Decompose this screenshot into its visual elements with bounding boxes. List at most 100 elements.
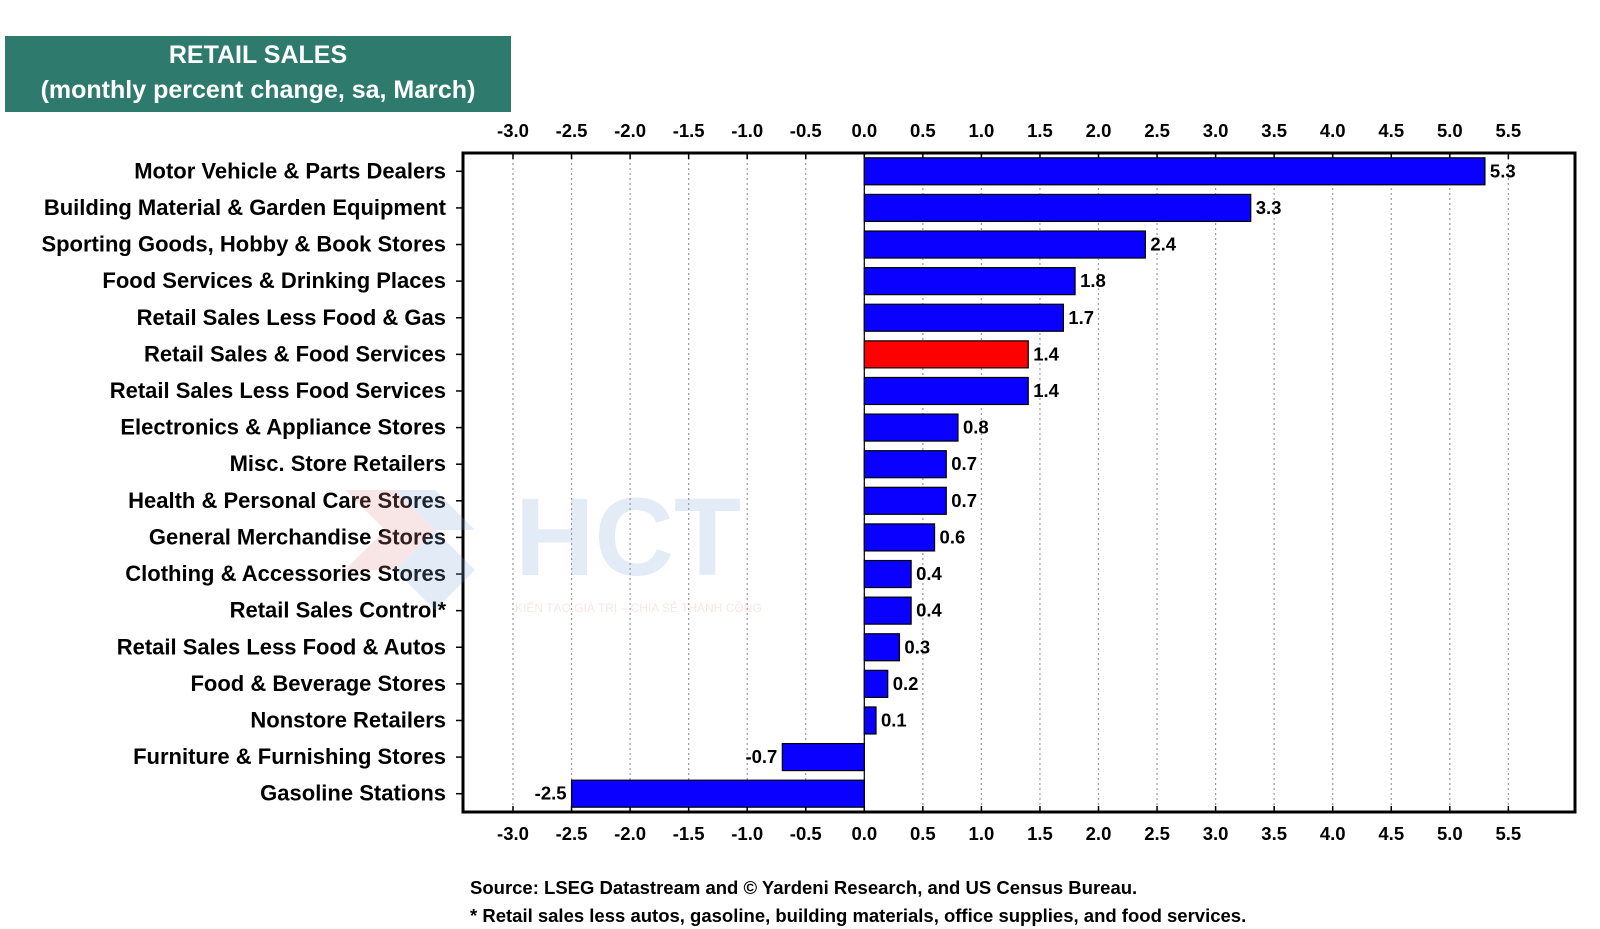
x-tick-label-top: 1.5 — [1027, 120, 1053, 141]
x-tick-label-bottom: 0.5 — [910, 823, 936, 844]
bar — [863, 633, 901, 662]
x-tick-label-bottom: -0.5 — [790, 823, 822, 844]
value-label: 0.7 — [951, 490, 977, 511]
x-tick-label-top: 3.0 — [1203, 120, 1229, 141]
x-tick-label-bottom: 1.0 — [969, 823, 995, 844]
bar — [863, 230, 1146, 259]
category-label: Clothing & Accessories Stores — [125, 561, 446, 586]
source-note: Source: LSEG Datastream and © Yardeni Re… — [470, 877, 1138, 898]
value-label: 1.7 — [1068, 307, 1094, 328]
category-label: Retail Sales Control* — [230, 598, 447, 623]
x-tick-label-top: 5.5 — [1495, 120, 1521, 141]
value-label: 1.4 — [1033, 380, 1059, 401]
watermark-logo: HCT KIẾN TẠO GIÁ TRỊ – CHIA SẺ THÀNH CÔN… — [345, 480, 762, 615]
value-label: 0.2 — [893, 673, 919, 694]
category-label: Retail Sales & Food Services — [144, 341, 446, 366]
chart-title: RETAIL SALES — [168, 41, 348, 69]
x-tick-label-top: 0.5 — [910, 120, 936, 141]
value-label: 0.1 — [881, 709, 907, 730]
category-label: Electronics & Appliance Stores — [120, 415, 446, 440]
x-tick-label-bottom: 4.0 — [1320, 823, 1346, 844]
bar — [863, 376, 1029, 406]
value-label: 0.3 — [904, 636, 930, 657]
x-tick-label-bottom: -2.0 — [614, 823, 646, 844]
value-label: 3.3 — [1256, 197, 1282, 218]
value-label: 1.8 — [1080, 270, 1106, 291]
x-tick-label-top: -2.0 — [614, 120, 646, 141]
x-tick-label-top: -3.0 — [497, 120, 529, 141]
x-tick-label-bottom: 5.5 — [1495, 823, 1521, 844]
x-tick-label-bottom: 3.5 — [1261, 823, 1287, 844]
bar — [863, 157, 1486, 186]
x-tick-label-bottom: 2.0 — [1086, 823, 1112, 844]
bar — [781, 742, 865, 772]
x-tick-label-top: -2.5 — [556, 120, 588, 141]
category-label: General Merchandise Stores — [149, 524, 446, 549]
category-label: Gasoline Stations — [260, 781, 446, 806]
bar — [863, 596, 912, 625]
x-tick-label-top: -1.0 — [731, 120, 763, 141]
x-tick-label-bottom: 5.0 — [1437, 823, 1463, 844]
x-tick-label-bottom: -2.5 — [556, 823, 588, 844]
x-tick-label-top: 3.5 — [1261, 120, 1287, 141]
category-label: Health & Personal Care Stores — [128, 488, 446, 513]
value-label: 2.4 — [1150, 234, 1176, 255]
x-tick-label-top: 5.0 — [1437, 120, 1463, 141]
bar — [863, 193, 1252, 223]
bar — [863, 267, 1076, 296]
x-tick-label-bottom: 0.0 — [851, 823, 877, 844]
watermark-text: HCT — [515, 480, 741, 599]
value-label: 5.3 — [1490, 160, 1516, 181]
chart-title-box: RETAIL SALES (monthly percent change, sa… — [5, 36, 511, 112]
plot-border — [461, 151, 1577, 814]
x-tick-label-top: 4.5 — [1378, 120, 1404, 141]
category-label: Building Material & Garden Equipment — [44, 195, 447, 220]
x-tick-label-bottom: 2.5 — [1144, 823, 1170, 844]
bar — [863, 559, 912, 589]
x-tick-label-top: 1.0 — [969, 120, 995, 141]
category-label: Nonstore Retailers — [250, 707, 446, 732]
x-tick-label-bottom: -1.5 — [673, 823, 705, 844]
value-label: 0.6 — [940, 526, 966, 547]
x-tick-label-bottom: -1.0 — [731, 823, 763, 844]
category-label: Food & Beverage Stores — [190, 671, 446, 696]
category-label: Retail Sales Less Food & Gas — [137, 305, 446, 330]
bar — [863, 340, 1029, 369]
value-label: 0.4 — [916, 600, 942, 621]
bar — [863, 303, 1064, 332]
x-tick-label-top: 2.5 — [1144, 120, 1170, 141]
bar — [863, 523, 936, 552]
bar — [863, 486, 947, 515]
bar — [863, 450, 947, 479]
x-tick-label-bottom: 1.5 — [1027, 823, 1053, 844]
bar — [863, 706, 877, 735]
category-label: Retail Sales Less Food Services — [110, 378, 446, 403]
watermark-tagline: KIẾN TẠO GIÁ TRỊ – CHIA SẺ THÀNH CÔNG — [515, 600, 762, 615]
footnote: * Retail sales less autos, gasoline, bui… — [470, 905, 1247, 926]
value-label: 1.4 — [1033, 343, 1059, 364]
category-label: Food Services & Drinking Places — [102, 268, 446, 293]
category-label: Sporting Goods, Hobby & Book Stores — [41, 232, 446, 257]
category-label: Motor Vehicle & Parts Dealers — [134, 158, 446, 183]
category-label: Retail Sales Less Food & Autos — [117, 634, 446, 659]
x-tick-label-top: 4.0 — [1320, 120, 1346, 141]
x-tick-label-top: -1.5 — [673, 120, 705, 141]
bar — [570, 779, 865, 808]
bar — [863, 669, 889, 698]
chart-subtitle: (monthly percent change, sa, March) — [40, 76, 476, 104]
value-label: 0.8 — [963, 417, 989, 438]
bar — [863, 413, 959, 442]
value-label: -2.5 — [535, 783, 567, 804]
x-tick-label-top: -0.5 — [790, 120, 822, 141]
value-label: 0.7 — [951, 453, 977, 474]
x-tick-label-bottom: 3.0 — [1203, 823, 1229, 844]
category-label: Misc. Store Retailers — [230, 451, 446, 476]
x-tick-label-bottom: -3.0 — [497, 823, 529, 844]
value-label: 0.4 — [916, 563, 942, 584]
x-tick-label-top: 2.0 — [1086, 120, 1112, 141]
value-label: -0.7 — [745, 746, 777, 767]
category-label: Furniture & Furnishing Stores — [133, 744, 446, 769]
x-tick-label-bottom: 4.5 — [1378, 823, 1404, 844]
x-tick-label-top: 0.0 — [851, 120, 877, 141]
